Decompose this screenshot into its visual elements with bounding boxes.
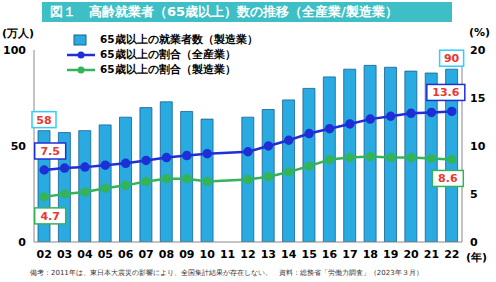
svg-text:21: 21	[424, 248, 439, 261]
svg-text:5: 5	[470, 188, 478, 201]
svg-text:90: 90	[444, 52, 460, 65]
svg-text:58: 58	[36, 114, 51, 127]
svg-text:19: 19	[383, 248, 398, 261]
svg-text:20: 20	[403, 248, 419, 261]
svg-text:15: 15	[470, 92, 485, 105]
svg-text:18: 18	[363, 248, 378, 261]
svg-text:17: 17	[342, 248, 357, 261]
svg-text:09: 09	[179, 248, 194, 261]
svg-text:02: 02	[37, 248, 52, 261]
svg-text:7.5: 7.5	[40, 145, 60, 158]
svg-text:4.7: 4.7	[40, 210, 60, 223]
html-text:図１ 高齢就業者（65歳以上）数の推移（全産業/製造業）: 図１ 高齢就業者（65歳以上）数の推移（全産業/製造業）	[50, 4, 398, 19]
svg-text:14: 14	[281, 248, 297, 261]
svg-text:13: 13	[261, 248, 276, 261]
svg-text:11: 11	[220, 248, 235, 261]
html-text:65歳以上の就業者数（製造業）: 65歳以上の就業者数（製造業）	[100, 33, 258, 45]
html-text:(年): (年)	[466, 251, 488, 264]
svg-text:8.6: 8.6	[438, 172, 458, 185]
svg-text:16: 16	[322, 248, 338, 261]
svg-text:13.6: 13.6	[432, 86, 459, 99]
svg-text:0: 0	[470, 236, 478, 249]
svg-text:100: 100	[8, 44, 26, 57]
svg-text:0: 0	[18, 236, 26, 249]
html-text:65歳以上の割合（製造業）: 65歳以上の割合（製造業）	[100, 63, 236, 75]
svg-text:04: 04	[77, 248, 93, 261]
html-text:備考：2011年は、東日本大震災の影響により、全国集計結果が: 備考：2011年は、東日本大震災の影響により、全国集計結果が存在しない。 資料：…	[30, 269, 423, 277]
html-text:65歳以上の割合（全産業）: 65歳以上の割合（全産業）	[100, 48, 236, 60]
svg-text:20: 20	[470, 44, 486, 57]
svg-text:12: 12	[240, 248, 255, 261]
html-text:(万人): (万人)	[2, 27, 35, 40]
svg-text:10: 10	[470, 140, 486, 153]
svg-text:07: 07	[138, 248, 153, 261]
svg-text:06: 06	[118, 248, 134, 261]
svg-text:15: 15	[301, 248, 316, 261]
svg-text:10: 10	[200, 248, 216, 261]
svg-text:50: 50	[11, 140, 27, 153]
svg-text:22: 22	[444, 248, 459, 261]
svg-text:05: 05	[98, 248, 113, 261]
svg-text:08: 08	[159, 248, 174, 261]
svg-text:03: 03	[57, 248, 72, 261]
